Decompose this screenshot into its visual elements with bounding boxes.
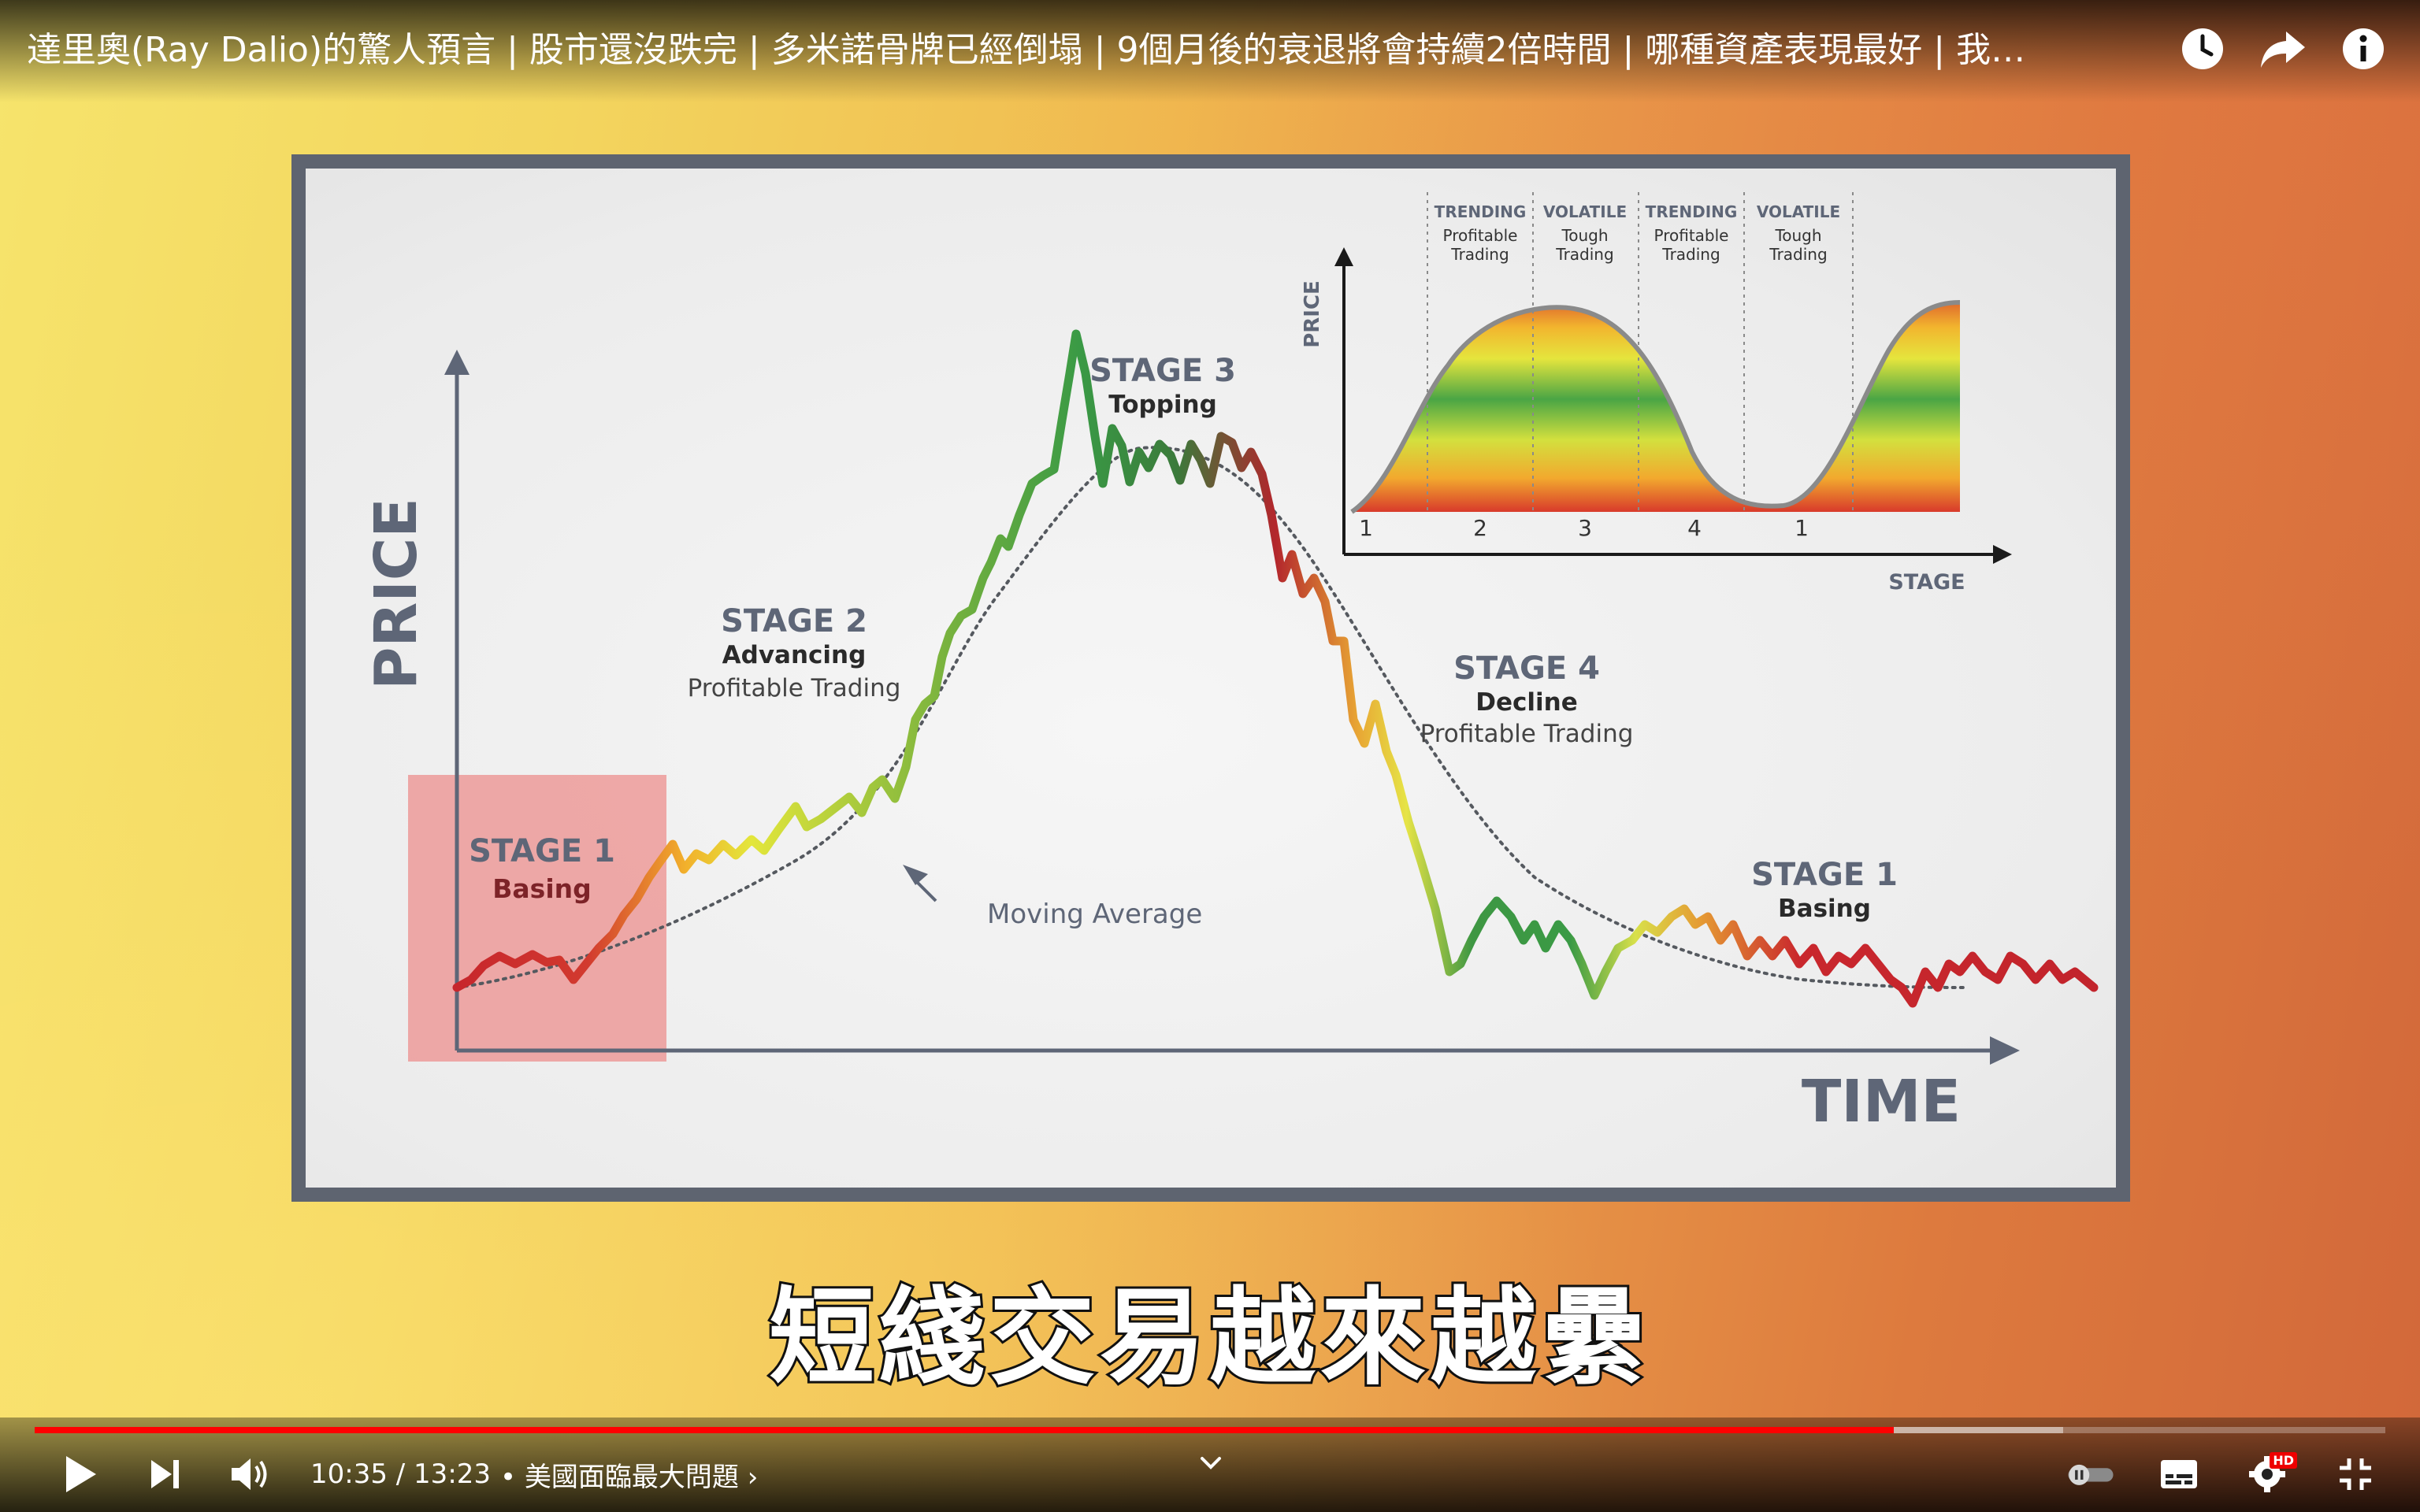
- time-axis-label: TIME: [1802, 1068, 1961, 1136]
- stage1-right-title: STAGE 1: [1751, 857, 1898, 893]
- hd-badge: HD: [2270, 1452, 2297, 1469]
- basing-highlight: [408, 775, 666, 1062]
- stage4-subtitle: Decline: [1475, 688, 1577, 717]
- stage-chart: PRICE TIME STAGE 1 Basing STAGE 2 Advanc…: [362, 192, 2099, 1136]
- moving-average-pointer-head: [903, 865, 928, 885]
- stage2-title: STAGE 2: [721, 603, 867, 639]
- inset-dividers: [1427, 192, 1854, 512]
- inset-col4-header: VOLATILE: [1757, 202, 1840, 221]
- stage2-subtitle: Advancing: [722, 641, 867, 669]
- settings-gear-icon[interactable]: HD: [2242, 1449, 2297, 1499]
- inset-y-arrow: [1334, 247, 1353, 266]
- progress-bar[interactable]: [35, 1427, 2385, 1433]
- moving-average-label: Moving Average: [987, 899, 1202, 930]
- price-axis-label: PRICE: [362, 498, 430, 690]
- inset-col2-line1: Tough: [1561, 226, 1608, 245]
- stage2-note: Profitable Trading: [688, 674, 901, 702]
- inset-col2-line2: Trading: [1555, 245, 1613, 264]
- inset-stage-label: STAGE: [1888, 570, 1965, 595]
- inset-col1-header: TRENDING: [1435, 202, 1527, 221]
- autoplay-toggle[interactable]: [2066, 1449, 2116, 1499]
- inset-stage-number: 4: [1687, 515, 1702, 541]
- inset-stage-cycle-chart: PRICE STAGE TRENDING Profitable Trading …: [1301, 192, 2012, 595]
- inset-col3-line1: Profitable: [1654, 226, 1729, 245]
- time-display: 10:35 / 13:23: [310, 1458, 492, 1490]
- y-axis-arrow: [444, 350, 470, 375]
- price-line: [452, 329, 2099, 1008]
- subtitle-caption: 短綫交易越來越纍: [766, 1274, 1651, 1402]
- inset-stage-number: 1: [1359, 515, 1373, 541]
- inset-col4-line2: Trading: [1769, 245, 1827, 264]
- watch-later-icon[interactable]: [2177, 24, 2228, 74]
- inset-col4-line1: Tough: [1774, 226, 1821, 245]
- controls-right: HD: [2066, 1446, 2381, 1503]
- volume-icon[interactable]: [225, 1449, 276, 1499]
- share-icon[interactable]: [2258, 24, 2308, 74]
- chevron-down-icon[interactable]: [1197, 1454, 1224, 1476]
- video-title[interactable]: 達里奧(Ray Dalio)的驚人預言 | 股市還沒跌完 | 多米諾骨牌已經倒塌…: [27, 30, 2026, 70]
- inset-price-label: PRICE: [1301, 280, 1324, 348]
- stage3-subtitle: Topping: [1108, 391, 1217, 419]
- stage3-title: STAGE 3: [1089, 353, 1236, 389]
- inset-col2-header: VOLATILE: [1543, 202, 1627, 221]
- inset-col3-header: TRENDING: [1646, 202, 1738, 221]
- info-icon[interactable]: [2338, 24, 2388, 74]
- stage-analysis-slide: PRICE TIME STAGE 1 Basing STAGE 2 Advanc…: [306, 169, 2116, 1188]
- subtitles-icon[interactable]: [2154, 1449, 2204, 1499]
- stage1-right-subtitle: Basing: [1778, 895, 1871, 923]
- exit-fullscreen-icon[interactable]: [2330, 1449, 2381, 1499]
- controls-left: 10:35 / 13:23 • 美國面臨最大問題 ›: [55, 1446, 758, 1503]
- moving-average-line: [455, 446, 1969, 989]
- inset-col1-line1: Profitable: [1443, 226, 1518, 245]
- top-actions: [2177, 24, 2388, 74]
- slide-frame: PRICE TIME STAGE 1 Basing STAGE 2 Advanc…: [291, 154, 2130, 1202]
- stage1-left-title: STAGE 1: [469, 833, 615, 869]
- inset-stage-number: 1: [1795, 515, 1809, 541]
- inset-stage-number: 3: [1578, 515, 1592, 541]
- x-axis-arrow: [1990, 1036, 2020, 1065]
- stage4-title: STAGE 4: [1453, 650, 1600, 687]
- inset-col1-line2: Trading: [1450, 245, 1509, 264]
- inset-color-band: [1352, 302, 1960, 512]
- play-icon[interactable]: [55, 1449, 106, 1499]
- next-icon[interactable]: [140, 1449, 191, 1499]
- stage1-left-subtitle: Basing: [492, 873, 592, 904]
- stage4-note: Profitable Trading: [1420, 720, 1634, 748]
- chapter-title[interactable]: • 美國面臨最大問題 ›: [500, 1461, 759, 1493]
- inset-stage-number: 2: [1473, 515, 1487, 541]
- inset-col3-line2: Trading: [1661, 245, 1720, 264]
- progress-played: [35, 1427, 1895, 1433]
- inset-cycle-curve: [1350, 300, 1961, 514]
- title-bar: 達里奧(Ray Dalio)的驚人預言 | 股市還沒跌完 | 多米諾骨牌已經倒塌…: [0, 0, 2420, 102]
- inset-x-arrow: [1993, 545, 2012, 564]
